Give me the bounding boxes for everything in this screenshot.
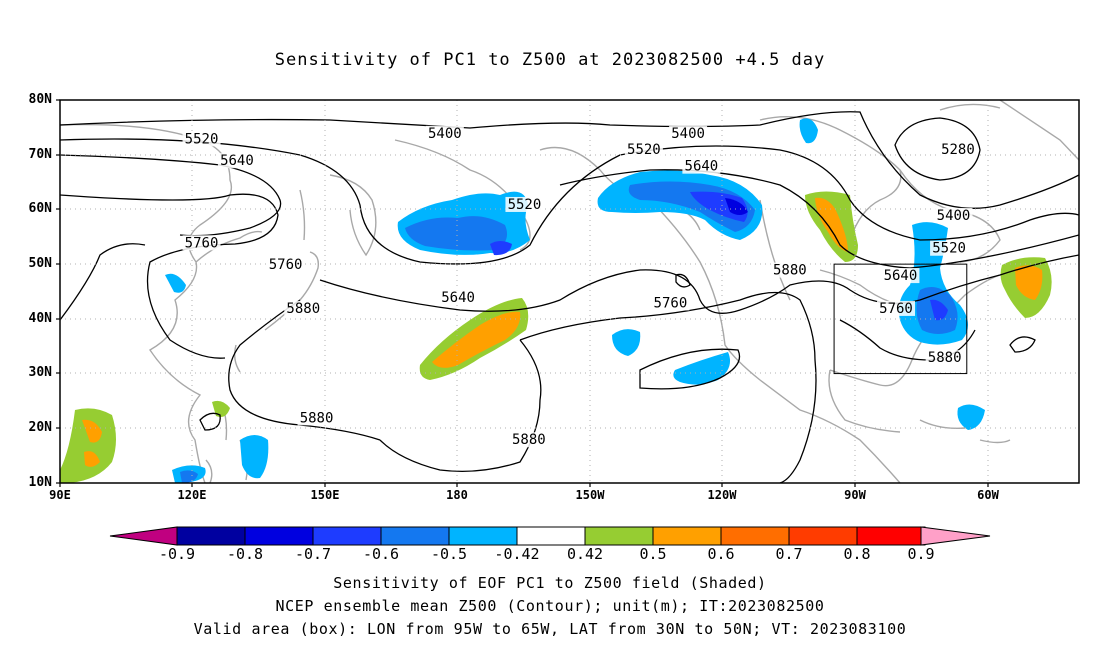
colorbar-low-extend [109,526,178,546]
contour-label: 5880 [773,263,807,279]
colorbar-label: 0.42 [566,545,604,563]
contour-label-bg [509,432,548,448]
colorbar-high-extend [920,526,991,546]
coastlines [60,100,1079,483]
contour-label: 5520 [932,241,966,257]
colorbar-label: -0.8 [226,545,264,563]
contour-label-bg [425,125,464,141]
contour-label-bg [881,268,920,284]
colorbar-label: 0.5 [639,545,667,563]
valid-area-box [833,263,968,375]
lon-label: 180 [446,488,468,502]
axis-ticks [56,99,989,487]
colorbar-cell [720,526,790,546]
lon-label: 60W [977,488,999,502]
lat-label: 70N [28,147,52,162]
contour-label-bg [284,300,323,316]
contour-label: 5880 [928,350,962,366]
chart-title: Sensitivity of PC1 to Z500 at 2023082500… [274,50,826,70]
contour-label: 5400 [671,126,705,142]
colorbar-label: -0.6 [362,545,400,563]
contour-label: 5520 [508,197,542,213]
contour-label: 5760 [654,295,688,311]
contour-label-bg [877,300,916,316]
colorbar-label: -0.9 [158,545,196,563]
contour-label: 5760 [269,257,303,273]
contour-label-bg [925,350,964,366]
colorbar-label: -0.42 [494,545,540,563]
colorbar-cell [176,526,246,546]
colorbar-cell [584,526,654,546]
contour-label: 5640 [220,153,254,169]
colorbar-cell [448,526,518,546]
contour-label: 5400 [428,126,462,142]
z500-contours [60,111,1079,483]
caption-line-3: Valid area (box): LON from 95W to 65W, L… [193,620,907,638]
contour-label-bg [651,295,690,311]
contour-label-bg [297,410,336,426]
contour-label-bg [266,257,305,273]
colorbar-label: 0.7 [775,545,803,563]
contour-label: 5760 [879,301,913,317]
colorbar-label: 0.9 [907,545,935,563]
contour-label: 5880 [512,432,546,448]
map-frame [59,99,1080,484]
colorbar-label: 0.6 [707,545,735,563]
contour-label: 5280 [941,142,975,158]
contour-label: 5640 [441,290,475,306]
lat-label: 40N [28,311,52,326]
sensitivity-shading [60,118,1052,483]
contour-label-bg [217,153,256,169]
caption-line-2: NCEP ensemble mean Z500 (Contour); unit(… [275,597,825,615]
lat-label: 20N [28,420,52,435]
colorbar-cell [312,526,382,546]
lat-label: 50N [28,256,52,271]
contour-label: 5640 [884,268,918,284]
contour-label-bg [682,158,721,174]
colorbar-cell [244,526,314,546]
colorbar-label: 0.8 [843,545,871,563]
contour-label-bg [930,240,969,256]
contour-label-bg [439,289,478,305]
contour-label-bg [182,131,221,147]
contour-label-bg [669,125,708,141]
contour-label: 5760 [185,235,219,251]
contour-label-bg [934,207,973,223]
lon-label: 120W [707,488,737,502]
colorbar-label: -0.7 [294,545,332,563]
lon-label: 90E [49,488,71,502]
contour-label-bg [938,142,977,158]
contour-label-bg [770,262,809,278]
contour-label: 5520 [627,142,661,158]
contour-label: 5400 [937,208,971,224]
colorbar [109,526,991,546]
colorbar-cell [856,526,926,546]
lon-label: 120E [177,488,207,502]
colorbar-cell [380,526,450,546]
colorbar-cell [652,526,722,546]
contour-label-bg [182,235,221,251]
lat-label: 30N [28,365,52,380]
contour-label-bg [624,142,663,158]
lon-label: 90W [844,488,866,502]
lon-label: 150E [310,488,340,502]
lat-label: 60N [28,201,52,216]
contour-label: 5880 [300,410,334,426]
colorbar-cell [516,526,586,546]
contour-label-bg [505,196,544,212]
contour-label: 5640 [685,159,719,175]
caption-line-1: Sensitivity of EOF PC1 to Z500 field (Sh… [333,574,767,592]
colorbar-cell [788,526,858,546]
lat-label: 80N [28,92,52,107]
contour-label: 5520 [185,131,219,147]
colorbar-label: -0.5 [430,545,468,563]
contour-label: 5880 [286,301,320,317]
lat-label: 10N [28,475,52,490]
lon-label: 150W [575,488,605,502]
